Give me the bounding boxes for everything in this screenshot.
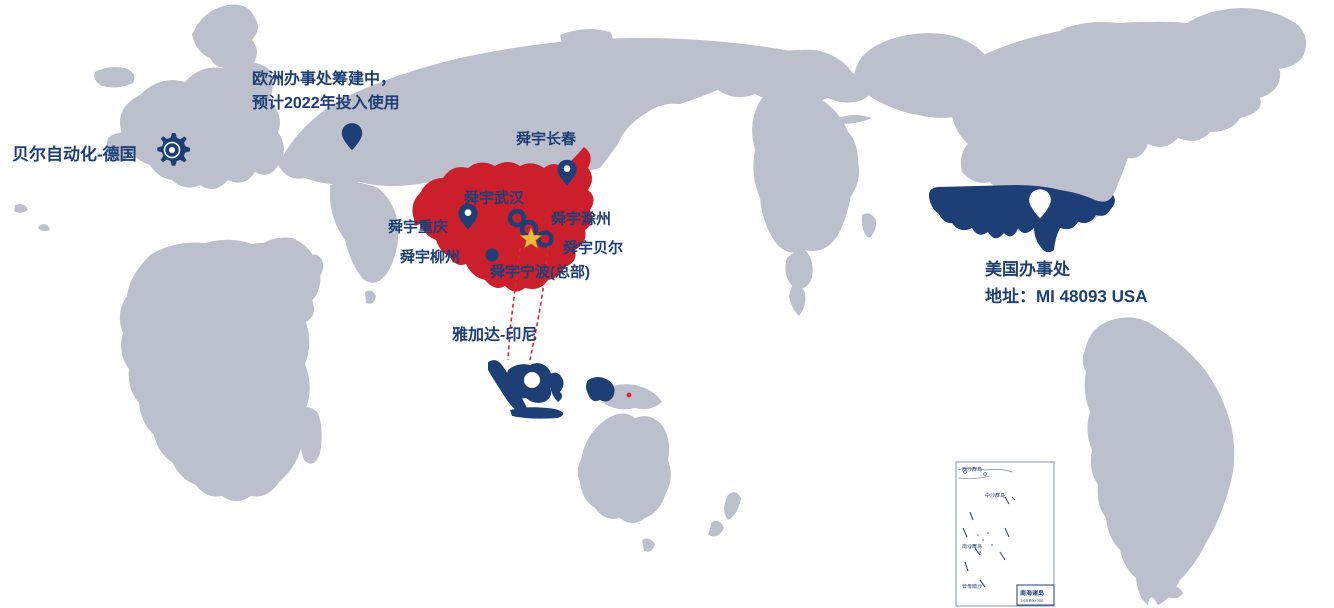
- svg-text:南沙群岛: 南沙群岛: [962, 543, 982, 550]
- svg-text:曾母暗沙: 曾母暗沙: [962, 583, 982, 590]
- svg-text:舜宇长春: 舜宇长春: [516, 131, 577, 148]
- svg-text:舜宇柳州: 舜宇柳州: [400, 249, 460, 266]
- svg-text:舜宇滁州: 舜宇滁州: [551, 211, 611, 228]
- svg-text:美国办事处: 美国办事处: [985, 260, 1071, 279]
- svg-text:贝尔自动化-德国: 贝尔自动化-德国: [12, 145, 137, 164]
- svg-text:舜宇武汉: 舜宇武汉: [464, 190, 525, 207]
- svg-text:地址：MI 48093 USA: 地址：MI 48093 USA: [985, 287, 1148, 306]
- svg-text:西沙群岛: 西沙群岛: [962, 466, 982, 473]
- svg-text:欧洲办事处筹建中，: 欧洲办事处筹建中，: [252, 70, 396, 88]
- svg-text:预计2022年投入使用: 预计2022年投入使用: [252, 94, 400, 112]
- svg-text:1:64 000 000: 1:64 000 000: [1020, 598, 1044, 603]
- svg-text:舜宇宁波(总部): 舜宇宁波(总部): [490, 263, 590, 281]
- svg-text:舜宇重庆: 舜宇重庆: [388, 219, 448, 236]
- svg-text:雅加达-印尼: 雅加达-印尼: [451, 326, 537, 344]
- svg-text:舜宇贝尔: 舜宇贝尔: [563, 240, 623, 257]
- svg-text:南海诸岛: 南海诸岛: [1020, 589, 1044, 597]
- svg-text:中沙群岛: 中沙群岛: [985, 492, 1005, 499]
